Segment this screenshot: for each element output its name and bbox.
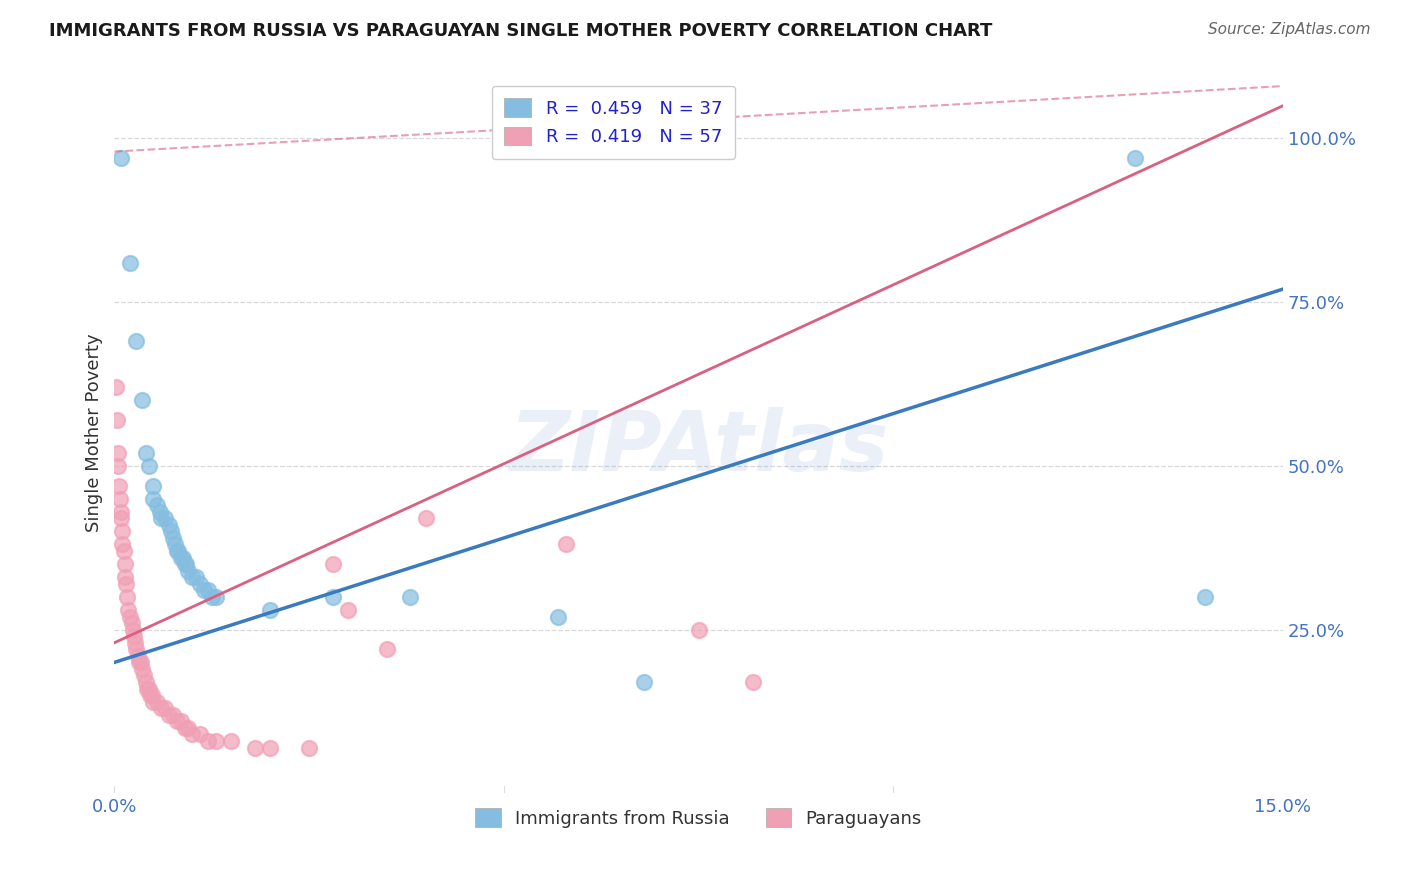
Point (118, 256, 141, 270)
Point (188, 727, 211, 741)
Point (688, 623, 710, 637)
Point (107, 458, 129, 473)
Text: IMMIGRANTS FROM RUSSIA VS PARAGUAYAN SINGLE MOTHER POVERTY CORRELATION CHART: IMMIGRANTS FROM RUSSIA VS PARAGUAYAN SIN… (49, 22, 993, 40)
Point (150, 511, 173, 525)
Point (165, 537, 187, 551)
Point (167, 544, 190, 558)
Point (110, 505, 132, 519)
Point (173, 557, 195, 571)
Point (135, 675, 157, 690)
Point (107, 446, 129, 460)
Point (177, 564, 200, 578)
Point (118, 609, 141, 624)
Point (153, 511, 176, 525)
Point (322, 590, 344, 604)
Point (201, 590, 224, 604)
Point (114, 570, 136, 584)
Point (114, 557, 136, 571)
Point (633, 675, 655, 690)
Point (337, 603, 360, 617)
Point (219, 734, 242, 748)
Point (1194, 590, 1216, 604)
Point (193, 583, 215, 598)
Point (742, 675, 765, 690)
Y-axis label: Single Mother Poverty: Single Mother Poverty (86, 334, 103, 533)
Point (142, 491, 165, 506)
Text: ZIPAtlas: ZIPAtlas (509, 407, 889, 488)
Point (142, 695, 165, 709)
Point (108, 491, 131, 506)
Point (142, 478, 165, 492)
Text: Source: ZipAtlas.com: Source: ZipAtlas.com (1208, 22, 1371, 37)
Point (197, 583, 219, 598)
Point (174, 557, 197, 571)
Point (111, 524, 134, 539)
Point (173, 721, 195, 735)
Point (177, 721, 200, 735)
Point (399, 590, 422, 604)
Point (204, 734, 226, 748)
Point (105, 413, 128, 427)
Point (124, 636, 146, 650)
Point (108, 478, 131, 492)
Point (129, 656, 152, 670)
Point (259, 740, 281, 755)
Point (157, 707, 180, 722)
Point (110, 151, 132, 165)
Point (135, 446, 157, 460)
Point (243, 740, 266, 755)
Point (169, 714, 191, 729)
Point (111, 537, 134, 551)
Legend: Immigrants from Russia, Paraguayans: Immigrants from Russia, Paraguayans (468, 801, 929, 835)
Point (128, 656, 150, 670)
Point (138, 681, 160, 696)
Point (259, 603, 281, 617)
Point (162, 531, 184, 545)
Point (162, 707, 184, 722)
Point (131, 662, 153, 676)
Point (132, 668, 155, 682)
Point (1123, 151, 1146, 165)
Point (150, 701, 173, 715)
Point (112, 544, 135, 558)
Point (153, 701, 176, 715)
Point (172, 550, 194, 565)
Point (127, 648, 149, 663)
Point (547, 609, 569, 624)
Point (181, 570, 204, 584)
Point (166, 544, 188, 558)
Point (139, 688, 162, 702)
Point (117, 603, 139, 617)
Point (149, 505, 172, 519)
Point (122, 623, 145, 637)
Point (125, 642, 148, 657)
Point (188, 576, 211, 591)
Point (115, 576, 138, 591)
Point (415, 511, 437, 525)
Point (375, 642, 398, 657)
Point (141, 688, 163, 702)
Point (298, 740, 321, 755)
Point (186, 570, 208, 584)
Point (166, 714, 188, 729)
Point (157, 517, 180, 532)
Point (138, 458, 160, 473)
Point (104, 380, 127, 394)
Point (159, 524, 181, 539)
Point (131, 393, 153, 408)
Point (110, 511, 132, 525)
Point (115, 590, 138, 604)
Point (197, 734, 219, 748)
Point (136, 681, 159, 696)
Point (555, 537, 578, 551)
Point (122, 629, 145, 643)
Point (169, 550, 191, 565)
Point (146, 695, 169, 709)
Point (322, 557, 344, 571)
Point (181, 727, 204, 741)
Point (121, 616, 143, 631)
Point (146, 498, 169, 512)
Point (204, 590, 226, 604)
Point (125, 334, 148, 349)
